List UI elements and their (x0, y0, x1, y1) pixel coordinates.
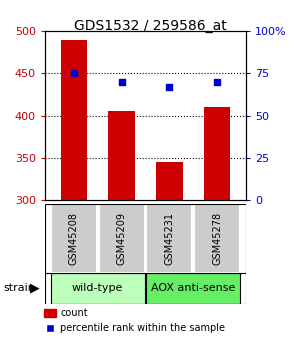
Text: AOX anti-sense: AOX anti-sense (151, 283, 236, 293)
Bar (51, 204, 97, 273)
Bar (204, 107, 230, 200)
Text: GSM45209: GSM45209 (117, 211, 127, 265)
Text: GSM45231: GSM45231 (164, 211, 174, 265)
Point (119, 79, 124, 85)
Text: ▶: ▶ (30, 282, 39, 295)
Bar (146, 204, 192, 273)
Bar (108, 111, 135, 200)
Text: GDS1532 / 259586_at: GDS1532 / 259586_at (74, 19, 226, 33)
Bar (61, 39, 87, 200)
Point (167, 84, 172, 90)
Text: GSM45278: GSM45278 (212, 211, 222, 265)
Point (215, 79, 220, 85)
Point (71, 71, 76, 76)
Bar (146, 273, 240, 304)
Bar (99, 204, 145, 273)
Text: GSM45208: GSM45208 (69, 211, 79, 265)
Text: strain: strain (3, 283, 35, 293)
Legend: count, percentile rank within the sample: count, percentile rank within the sample (44, 308, 225, 333)
Text: wild-type: wild-type (72, 283, 123, 293)
Bar (51, 273, 145, 304)
Bar (194, 204, 240, 273)
Bar (156, 162, 183, 200)
